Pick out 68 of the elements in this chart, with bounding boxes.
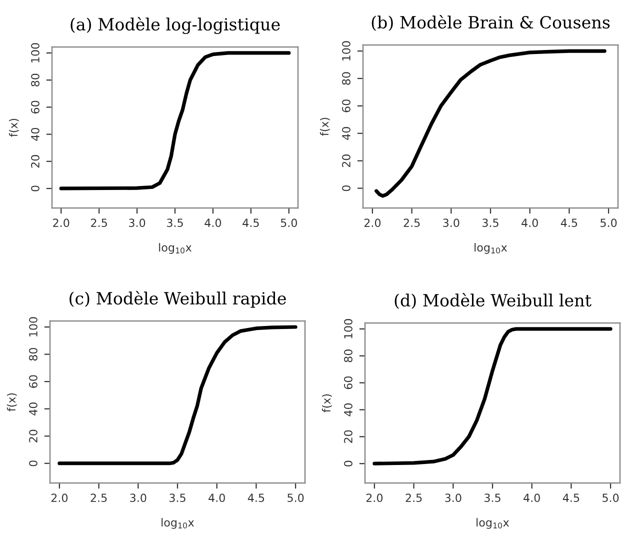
x-tick-label: 2.0 <box>364 218 381 228</box>
y-tick-label: 0 <box>31 186 40 192</box>
x-tick-label: 2.5 <box>406 494 422 502</box>
x-tick-label: 5.0 <box>600 218 617 228</box>
chart-title: (d) Modèle Weibull lent <box>394 293 592 309</box>
y-tick-label: 20 <box>344 430 352 443</box>
x-tick-label: 2.5 <box>91 218 107 228</box>
y-tick-label: 100 <box>29 317 38 336</box>
x-tick-label: 4.0 <box>208 494 225 502</box>
y-tick-label: 80 <box>342 72 350 85</box>
x-tick-label: 3.5 <box>482 218 498 228</box>
y-axis-title: f(x) <box>6 393 17 412</box>
x-tick-label: 3.5 <box>170 494 186 502</box>
x-tick-label: 4.5 <box>562 494 580 502</box>
y-tick-label: 20 <box>29 430 38 442</box>
x-tick-label: 2.5 <box>404 218 420 228</box>
x-tick-label: 4.0 <box>522 218 538 228</box>
y-tick-label: 80 <box>31 74 40 86</box>
line-series <box>58 325 298 466</box>
y-tick-label: 100 <box>342 41 350 60</box>
y-axis-title: f(x) <box>322 394 332 412</box>
line-series <box>59 51 291 190</box>
y-tick-label: 100 <box>31 43 40 62</box>
line-series <box>372 327 612 466</box>
y-tick-label: 60 <box>344 376 352 390</box>
x-tick-label: 4.0 <box>524 494 540 502</box>
y-tick-label: 60 <box>29 375 38 388</box>
line-series <box>374 49 606 198</box>
x-tick-label: 3.5 <box>484 494 500 502</box>
x-tick-label: 3.0 <box>130 494 146 502</box>
y-tick-label: 60 <box>342 100 350 112</box>
x-tick-label: 3.0 <box>443 218 460 228</box>
y-tick-label: 40 <box>342 127 350 140</box>
x-tick-label: 2.5 <box>90 494 107 502</box>
y-tick-label: 0 <box>342 185 350 192</box>
y-axis-title: f(x) <box>320 118 330 136</box>
x-tick-label: 5.0 <box>602 494 619 502</box>
x-tick-label: 5.0 <box>288 494 304 502</box>
y-tick-label: 20 <box>31 155 40 168</box>
y-tick-label: 0 <box>344 460 352 466</box>
chart-title: (b) Modèle Brain & Cousens <box>372 15 610 31</box>
x-tick-label: 3.0 <box>445 494 462 502</box>
x-axis-title: log$_{10}$x <box>159 243 192 254</box>
y-tick-label: 80 <box>29 348 38 361</box>
y-tick-label: 40 <box>31 128 40 141</box>
y-tick-label: 80 <box>344 350 352 362</box>
chart-title: (a) Modèle log-logistique <box>70 17 280 34</box>
y-axis-title: f(x) <box>8 118 19 137</box>
x-tick-label: 2.0 <box>51 494 68 502</box>
x-tick-label: 3.0 <box>129 218 146 228</box>
x-tick-label: 4.5 <box>242 218 259 228</box>
x-tick-label: 5.0 <box>280 218 297 228</box>
x-tick-label: 4.5 <box>560 218 578 228</box>
y-tick-label: 20 <box>342 154 350 168</box>
y-tick-label: 40 <box>29 402 38 416</box>
chart-title: (c) Modèle Weibull rapide <box>70 291 286 308</box>
x-axis-title: log$_{10}$x <box>162 518 194 529</box>
y-tick-label: 0 <box>29 460 38 466</box>
y-tick-label: 60 <box>31 100 40 114</box>
x-tick-label: 4.0 <box>204 218 222 228</box>
x-tick-label: 2.0 <box>366 494 383 502</box>
y-tick-label: 40 <box>344 403 352 416</box>
x-tick-label: 2.0 <box>53 218 70 228</box>
y-tick-label: 100 <box>344 319 352 338</box>
x-axis-title: log$_{10}$x <box>476 518 510 529</box>
x-axis-title: log$_{10}$x <box>474 243 508 254</box>
x-tick-label: 4.5 <box>248 494 264 502</box>
x-tick-label: 3.5 <box>167 218 183 228</box>
